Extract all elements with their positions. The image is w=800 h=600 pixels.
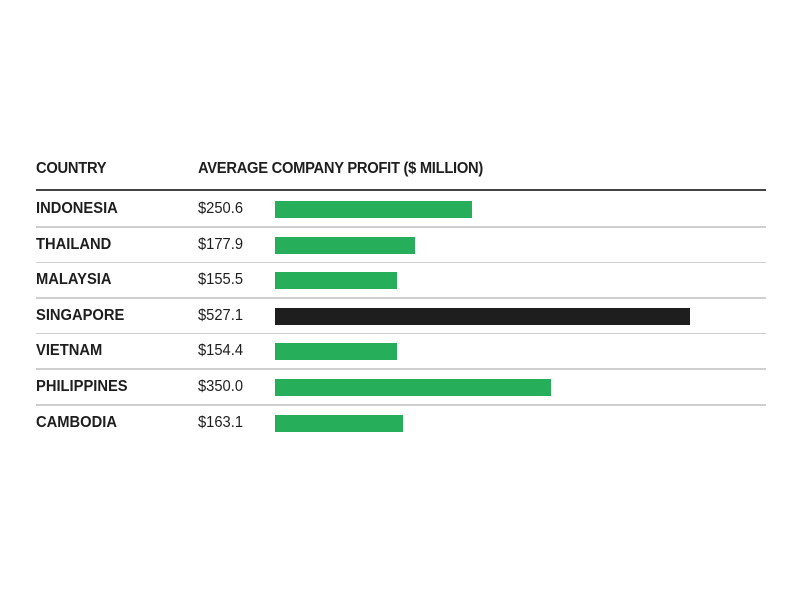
row-divider: [36, 297, 766, 299]
value-label: $250.6: [198, 200, 244, 217]
value-label: $527.1: [198, 306, 244, 324]
bar: [275, 236, 416, 254]
column-header-profit: AVERAGE COMPANY PROFIT ($ MILLION): [198, 160, 484, 177]
bar: [275, 343, 397, 361]
row-divider: [36, 226, 766, 228]
bar: [275, 414, 404, 432]
country-label: PHILIPPINES: [36, 378, 128, 395]
bar-row: THAILAND $177.9: [36, 228, 766, 264]
bar-row: VIETNAM $154.4: [36, 334, 766, 370]
column-header-country: COUNTRY: [36, 160, 107, 177]
bar-row: CAMBODIA $163.1: [36, 406, 766, 442]
value-label: $155.5: [198, 271, 244, 289]
row-divider: [36, 404, 766, 406]
bar-row: PHILIPPINES $350.0: [36, 370, 766, 406]
country-label: THAILAND: [36, 235, 112, 253]
value-label: $177.9: [198, 235, 244, 253]
country-label: CAMBODIA: [36, 413, 117, 431]
bar: [275, 307, 690, 325]
row-divider: [36, 368, 766, 370]
bar: [275, 379, 551, 396]
country-label: MALAYSIA: [36, 271, 112, 289]
value-label: $350.0: [198, 378, 244, 395]
row-divider: [36, 261, 766, 264]
header-divider: [36, 189, 766, 191]
country-label: VIETNAM: [36, 342, 103, 360]
bar-row: SINGAPORE $527.1: [36, 299, 766, 335]
value-label: $163.1: [198, 413, 244, 431]
row-divider: [36, 332, 766, 335]
value-label: $154.4: [198, 342, 244, 360]
bar-row: INDONESIA $250.6: [36, 192, 766, 228]
country-label: INDONESIA: [36, 200, 118, 217]
bar-row: MALAYSIA $155.5: [36, 263, 766, 299]
country-label: SINGAPORE: [36, 306, 125, 324]
bar: [275, 272, 398, 290]
bar: [275, 201, 473, 218]
